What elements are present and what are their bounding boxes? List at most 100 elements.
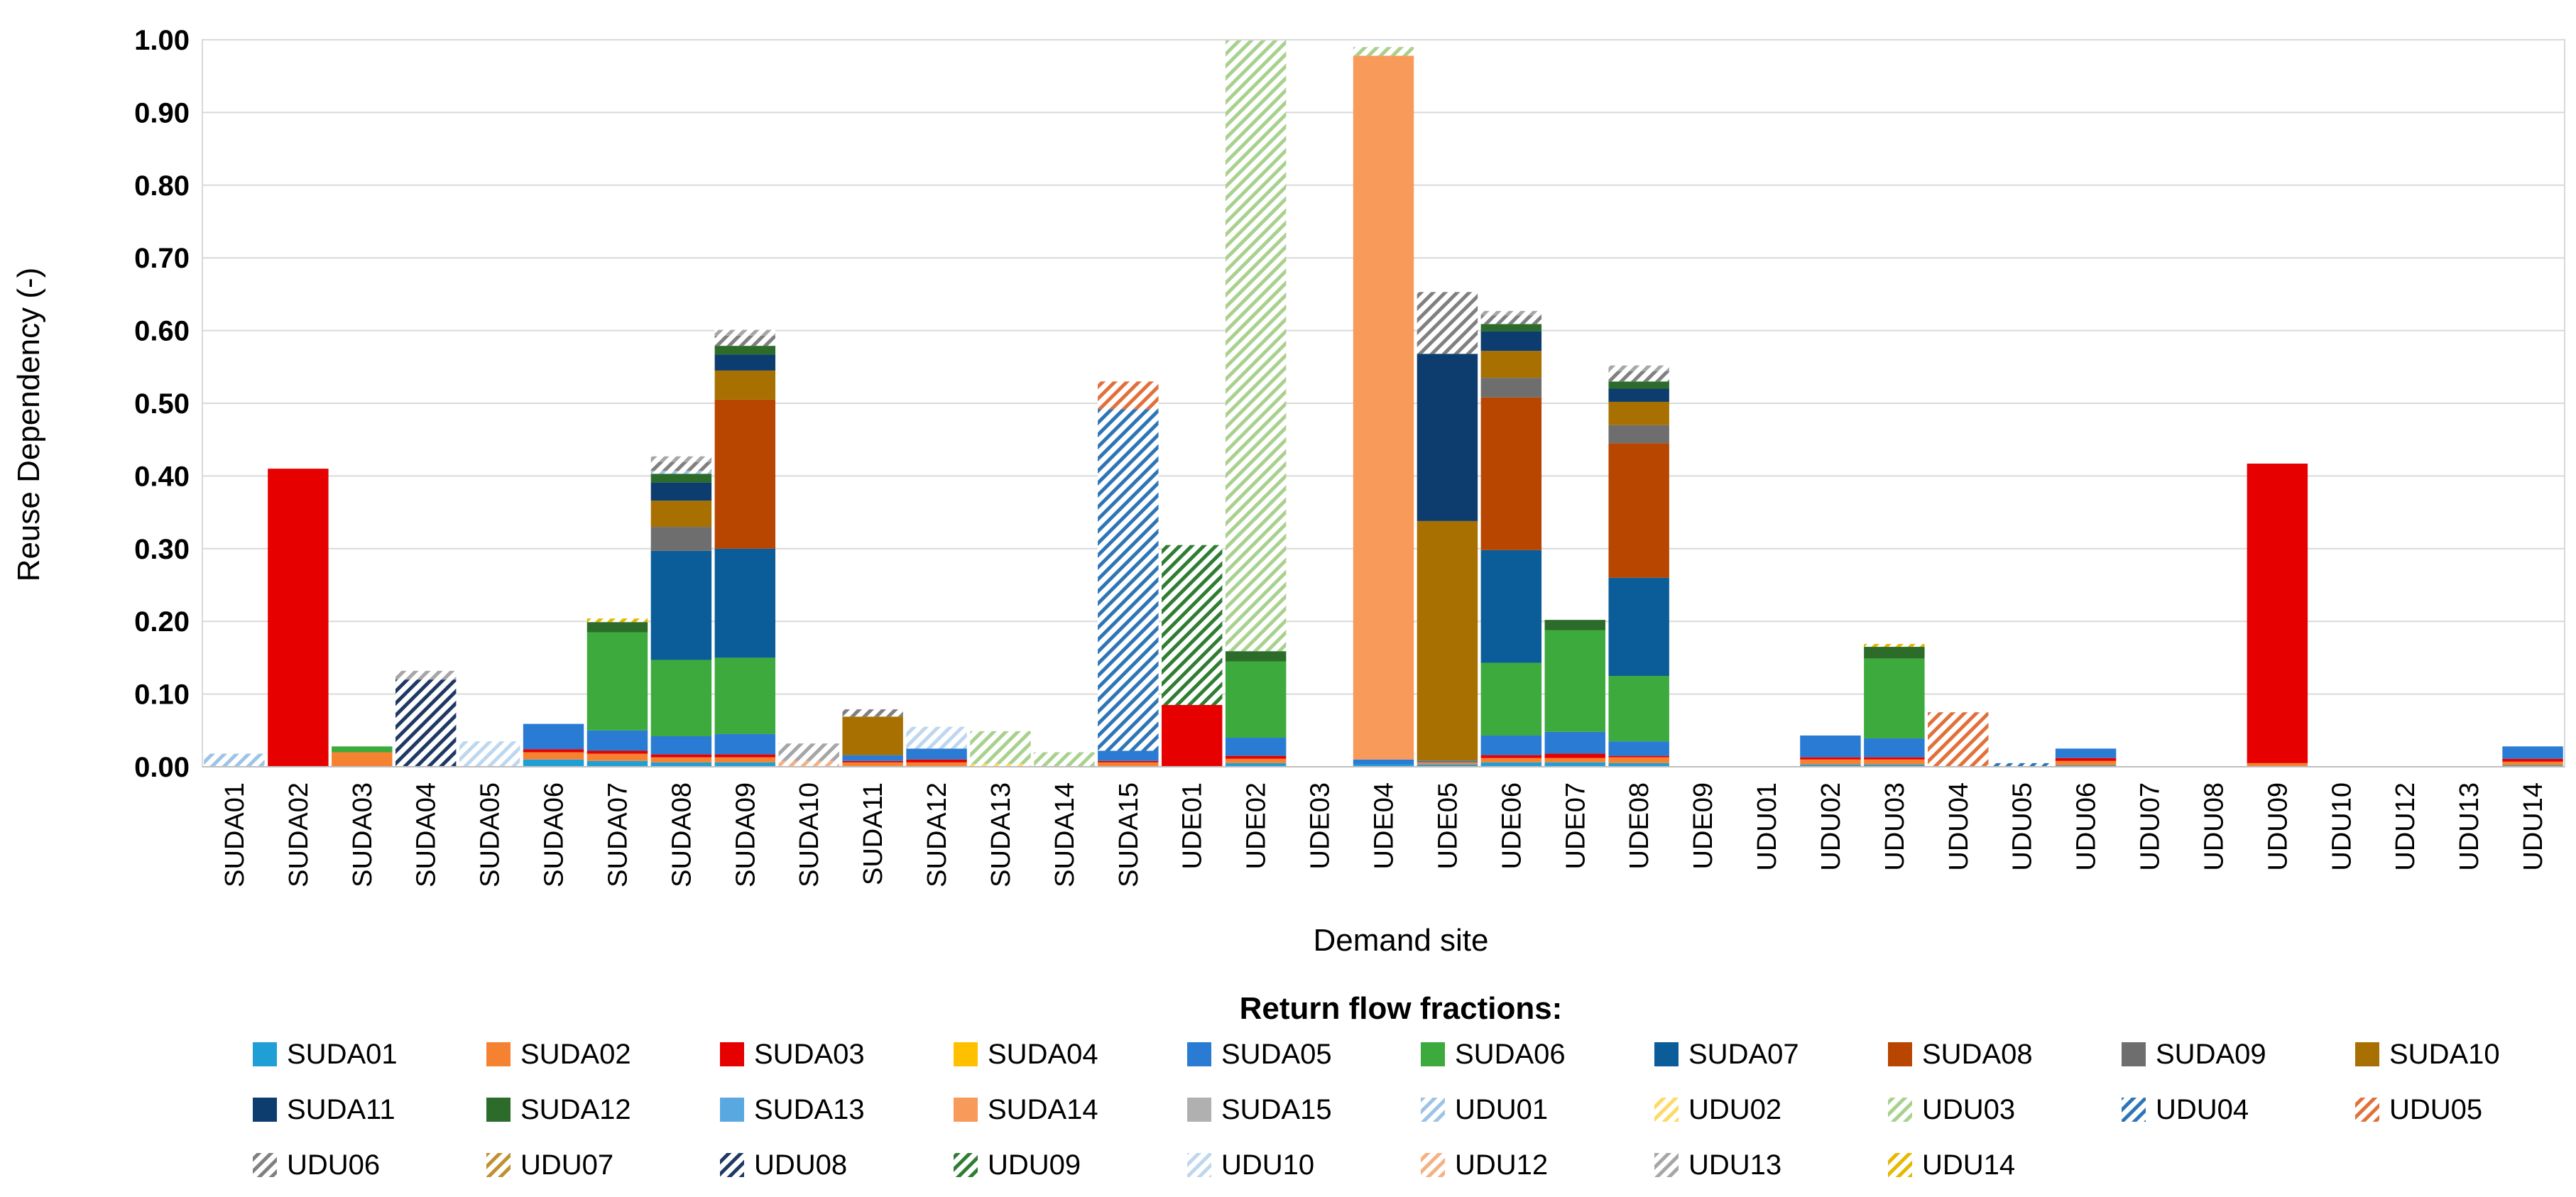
legend-item-UDU02: UDU02 bbox=[1654, 1094, 1781, 1125]
legend-label: SUDA05 bbox=[1221, 1039, 1332, 1070]
bar-segment-UDE06-SUDA02 bbox=[1480, 758, 1542, 763]
bars bbox=[204, 40, 2563, 767]
bar-segment-SUDA07-SUDA05 bbox=[586, 730, 648, 751]
legend-swatch bbox=[486, 1042, 511, 1066]
legend-label: SUDA03 bbox=[754, 1039, 865, 1070]
x-tick-label: UDE01 bbox=[1178, 782, 1208, 870]
bar-segment-UDU14-SUDA01 bbox=[2502, 765, 2563, 767]
bar-segment-SUDA03-SUDA06 bbox=[332, 746, 393, 753]
axes: 0.00 0.10 0.20 0.30 0.40 0.50 0.60 0.70 0.80 0.90… bbox=[134, 25, 2565, 887]
bar-segment-UDE07-SUDA12 bbox=[1544, 620, 1605, 630]
x-tick-label: UDU08 bbox=[2199, 782, 2229, 871]
bar-segment-UDU09-SUDA03 bbox=[2247, 463, 2308, 763]
bar-segment-UDE02-SUDA01 bbox=[1225, 763, 1287, 767]
legend-swatch bbox=[1888, 1098, 1912, 1122]
bar-segment-SUDA08-SUDA12 bbox=[650, 474, 712, 483]
legend-item-SUDA08: SUDA08 bbox=[1888, 1039, 2033, 1070]
x-tick-label: SUDA10 bbox=[795, 782, 824, 887]
bar-segment-UDE08-UDU13 bbox=[1608, 365, 1669, 371]
x-tick-label: SUDA04 bbox=[412, 782, 442, 887]
bar-segment-UDE04-UDU03 bbox=[1353, 47, 1414, 56]
bar-segment-SUDA13-UDU02 bbox=[970, 763, 1031, 767]
legend-swatch bbox=[2355, 1098, 2379, 1122]
legend-label: UDU04 bbox=[2156, 1094, 2249, 1125]
legend-item-UDU10: UDU10 bbox=[1187, 1149, 1314, 1181]
bar-segment-SUDA08-SUDA07 bbox=[650, 550, 712, 660]
bar-segment-UDU02-SUDA03 bbox=[1800, 757, 1861, 760]
bar-segment-UDU06-SUDA05 bbox=[2055, 748, 2117, 758]
legend-label: UDU02 bbox=[1688, 1094, 1781, 1125]
bar-segment-UDE08-SUDA09 bbox=[1608, 425, 1669, 444]
bar-segment-UDE08-SUDA12 bbox=[1608, 381, 1669, 389]
bar-segment-SUDA07-SUDA01 bbox=[586, 760, 648, 767]
legend-item-SUDA04: SUDA04 bbox=[954, 1039, 1098, 1070]
x-tick-label: SUDA14 bbox=[1050, 782, 1080, 887]
bar-segment-SUDA08-SUDA05 bbox=[650, 736, 712, 755]
bar-segment-UDE06-UDU06 bbox=[1480, 315, 1542, 324]
y-tick-label: 0.40 bbox=[134, 461, 190, 492]
legend-label: UDU05 bbox=[2389, 1094, 2482, 1125]
bar-segment-SUDA15-SUDA05 bbox=[1098, 750, 1159, 761]
bar-segment-UDU14-SUDA05 bbox=[2502, 746, 2563, 759]
bar-segment-UDE04-SUDA14 bbox=[1353, 55, 1414, 760]
bar-segment-SUDA08-SUDA11 bbox=[650, 482, 712, 501]
bar-segment-SUDA11-SUDA02 bbox=[842, 762, 903, 767]
bar-segment-UDE01-UDU09 bbox=[1162, 545, 1223, 705]
legend-label: SUDA04 bbox=[988, 1039, 1098, 1070]
bar-segment-SUDA06-SUDA05 bbox=[523, 723, 584, 750]
bar-segment-SUDA12-UDU10 bbox=[906, 726, 967, 749]
legend-label: SUDA02 bbox=[520, 1039, 631, 1070]
x-tick-label: UDE09 bbox=[1688, 782, 1718, 870]
legend-item-SUDA11: SUDA11 bbox=[253, 1094, 395, 1125]
legend-swatch bbox=[2355, 1042, 2379, 1066]
bar-segment-SUDA15-UDU05 bbox=[1098, 381, 1159, 410]
legend-item-UDU01: UDU01 bbox=[1421, 1094, 1548, 1125]
bar-segment-SUDA09-UDU13 bbox=[714, 329, 776, 336]
x-tick-label: UDU14 bbox=[2518, 782, 2548, 871]
bar-segment-SUDA09-UDU06 bbox=[714, 335, 776, 346]
bar-segment-SUDA08-UDU01 bbox=[650, 471, 712, 474]
bar-segment-SUDA08-UDU06 bbox=[650, 461, 712, 471]
bar-segment-UDE08-SUDA02 bbox=[1608, 757, 1669, 763]
bar-segment-SUDA07-SUDA12 bbox=[586, 622, 648, 633]
bar-segment-UDE06-SUDA07 bbox=[1480, 550, 1542, 663]
legend-label: SUDA06 bbox=[1455, 1039, 1566, 1070]
legend-swatch bbox=[486, 1153, 511, 1177]
bar-segment-UDE08-SUDA11 bbox=[1608, 388, 1669, 402]
legend-label: SUDA12 bbox=[520, 1094, 631, 1125]
bar-segment-UDE05-SUDA02 bbox=[1417, 762, 1478, 765]
bar-segment-SUDA08-SUDA03 bbox=[650, 754, 712, 758]
x-axis-title: Demand site bbox=[1313, 923, 1488, 958]
bar-segment-UDE07-SUDA01 bbox=[1544, 762, 1605, 767]
x-tick-label: SUDA15 bbox=[1114, 782, 1144, 887]
bar-segment-UDE06-SUDA06 bbox=[1480, 662, 1542, 736]
legend-item-SUDA10: SUDA10 bbox=[2355, 1039, 2500, 1070]
legend-label: SUDA10 bbox=[2389, 1039, 2500, 1070]
bar-segment-UDE05-UDU06 bbox=[1417, 292, 1478, 354]
bar-segment-UDE02-SUDA02 bbox=[1225, 758, 1287, 763]
bar-segment-UDE05-SUDA11 bbox=[1417, 354, 1478, 521]
legend-swatch bbox=[720, 1153, 744, 1177]
bar-segment-SUDA07-SUDA02 bbox=[586, 753, 648, 761]
x-tick-label: SUDA08 bbox=[667, 782, 697, 887]
x-tick-label: SUDA01 bbox=[220, 782, 250, 887]
bar-segment-UDU14-SUDA02 bbox=[2502, 761, 2563, 765]
bar-segment-SUDA03-SUDA02 bbox=[332, 752, 393, 767]
legend-swatch bbox=[1421, 1042, 1445, 1066]
legend-label: UDU03 bbox=[1922, 1094, 2015, 1125]
legend-item-UDU08: UDU08 bbox=[720, 1149, 847, 1181]
bar-segment-UDU06-SUDA01 bbox=[2055, 765, 2117, 767]
x-tick-label: UDU10 bbox=[2327, 782, 2357, 871]
bar-segment-SUDA06-SUDA02 bbox=[523, 752, 584, 760]
bar-segment-SUDA10-UDU12 bbox=[778, 760, 839, 767]
legend-item-UDU07: UDU07 bbox=[486, 1149, 613, 1181]
bar-segment-UDE06-UDU13 bbox=[1480, 310, 1542, 316]
legend-label: UDU08 bbox=[754, 1149, 847, 1181]
bar-segment-UDE08-SUDA08 bbox=[1608, 443, 1669, 578]
x-tick-label: UDU13 bbox=[2455, 782, 2484, 871]
legend-swatch bbox=[2122, 1042, 2146, 1066]
bar-segment-SUDA15-SUDA03 bbox=[1098, 760, 1159, 763]
x-tick-label: UDE07 bbox=[1561, 782, 1590, 870]
bar-segment-UDU03-SUDA05 bbox=[1864, 738, 1925, 758]
y-tick-label: 0.10 bbox=[134, 679, 190, 711]
